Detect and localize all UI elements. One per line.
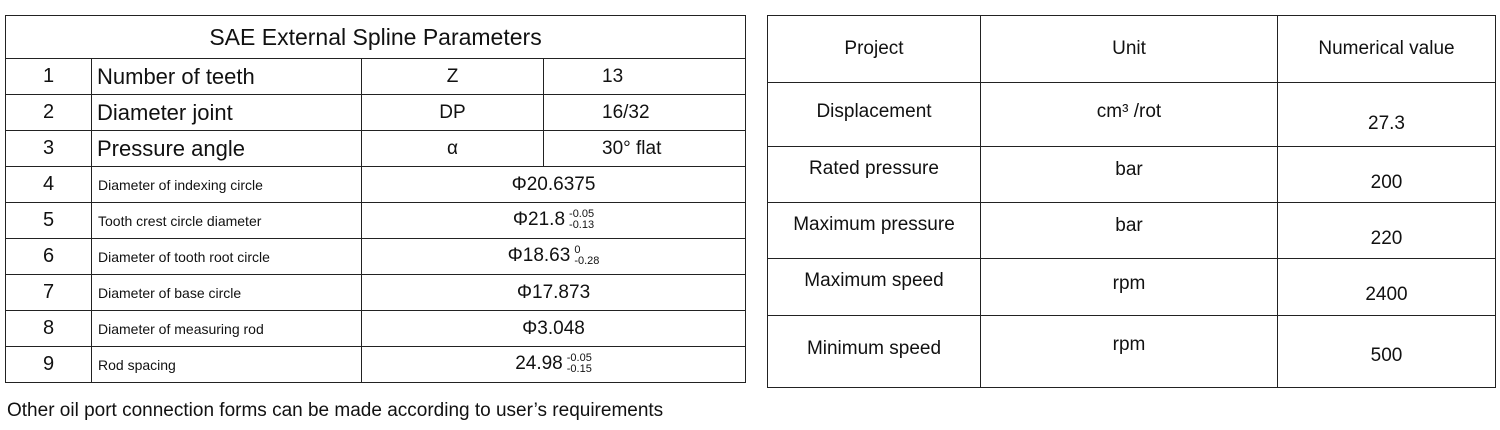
nominal-value: Φ18.63: [507, 245, 571, 267]
performance-table: Project Unit Numerical value Displacemen…: [767, 15, 1496, 388]
parameter-symbol: α: [361, 130, 544, 167]
table-row: 3 Pressure angle α 30° flat: [5, 130, 747, 167]
row-number: 4: [5, 166, 92, 203]
parameter-value: Φ20.6375: [360, 166, 747, 203]
row-number: 1: [5, 58, 92, 95]
table-row: Maximum speed rpm 2400: [767, 258, 1496, 316]
project-cell: Maximum pressure: [767, 202, 981, 259]
table-row: 4 Diameter of indexing circle Φ20.6375: [5, 166, 747, 203]
column-header-project: Project: [767, 15, 981, 83]
table-row: 1 Number of teeth Z 13: [5, 58, 747, 95]
value-cell: 220: [1277, 202, 1496, 259]
row-number: 9: [5, 346, 92, 383]
table-row: 8 Diameter of measuring rod Φ3.048: [5, 310, 747, 347]
parameter-symbol: DP: [361, 94, 544, 131]
tolerance-upper: -0.05: [569, 208, 595, 221]
table-row: Minimum speed rpm 500: [767, 315, 1496, 388]
footnote: Other oil port connection forms can be m…: [7, 400, 664, 421]
value-cell: 500: [1277, 315, 1496, 388]
nominal-value: 24.98: [515, 353, 563, 375]
unit-cell: rpm: [980, 315, 1278, 388]
unit-cell: cm³ /rot: [980, 82, 1278, 147]
parameter-symbol: Z: [361, 58, 544, 95]
parameter-name: Diameter of base circle: [91, 274, 362, 311]
table-header-row: Project Unit Numerical value: [767, 15, 1496, 83]
spline-table-title: SAE External Spline Parameters: [4, 15, 747, 59]
parameter-name: Number of teeth: [91, 58, 362, 95]
row-number: 5: [5, 202, 92, 239]
unit-cell: bar: [980, 202, 1278, 259]
parameter-name: Tooth crest circle diameter: [91, 202, 362, 239]
nominal-value: Φ21.8: [512, 209, 566, 231]
tolerance-lower: -0.13: [569, 219, 595, 232]
table-row: 7 Diameter of base circle Φ17.873: [5, 274, 747, 311]
parameter-name: Diameter joint: [91, 94, 362, 131]
table-row: 6 Diameter of tooth root circle Φ18.63 0-…: [5, 238, 747, 275]
unit-cell: bar: [980, 146, 1278, 203]
tolerance-lower: -0.28: [574, 255, 600, 268]
row-number: 8: [5, 310, 92, 347]
tolerance-upper: 0: [574, 244, 581, 257]
parameter-name: Rod spacing: [91, 346, 362, 383]
table-row: 5 Tooth crest circle diameter Φ21.8 -0.05…: [5, 202, 747, 239]
parameter-name: Diameter of indexing circle: [91, 166, 362, 203]
parameter-name: Pressure angle: [91, 130, 362, 167]
tolerance-upper: -0.05: [566, 352, 592, 365]
value-cell: 2400: [1277, 258, 1496, 316]
tolerance: 0 -0.28: [574, 245, 599, 267]
column-header-value: Numerical value: [1277, 15, 1496, 83]
table-row: Displacement cm³ /rot 27.3: [767, 82, 1496, 147]
value-cell: 200: [1277, 146, 1496, 203]
parameter-value: 30° flat: [542, 130, 747, 167]
parameter-value: 24.98 -0.05 -0.15: [360, 346, 747, 383]
table-row: Maximum pressure bar 220: [767, 202, 1496, 259]
project-cell: Minimum speed: [767, 315, 981, 388]
tolerance: -0.05 -0.13: [569, 209, 594, 231]
parameter-value: 13: [542, 58, 747, 95]
project-cell: Displacement: [767, 82, 981, 147]
parameter-value: Φ3.048: [360, 310, 747, 347]
parameter-name: Diameter of measuring rod: [91, 310, 362, 347]
parameter-name: Diameter of tooth root circle: [91, 238, 362, 275]
parameter-value: Φ18.63 0 -0.28: [360, 238, 747, 275]
table-row: 9 Rod spacing 24.98 -0.05 -0.15: [5, 346, 747, 383]
spline-parameters-table: SAE External Spline Parameters 1 Number …: [4, 15, 747, 383]
row-number: 6: [5, 238, 92, 275]
row-number: 2: [5, 94, 92, 131]
parameter-value: Φ21.8 -0.05 -0.13: [360, 202, 747, 239]
parameter-value: 16/32: [542, 94, 747, 131]
tolerance: -0.05 -0.15: [567, 353, 592, 375]
value-cell: 27.3: [1277, 82, 1496, 147]
row-number: 3: [5, 130, 92, 167]
table-row: 2 Diameter joint DP 16/32: [5, 94, 747, 131]
unit-cell: rpm: [980, 258, 1278, 316]
parameter-value: Φ17.873: [360, 274, 747, 311]
project-cell: Maximum speed: [767, 258, 981, 316]
project-cell: Rated pressure: [767, 146, 981, 203]
row-number: 7: [5, 274, 92, 311]
column-header-unit: Unit: [980, 15, 1278, 83]
tolerance-lower: -0.15: [566, 363, 592, 376]
table-row: Rated pressure bar 200: [767, 146, 1496, 203]
